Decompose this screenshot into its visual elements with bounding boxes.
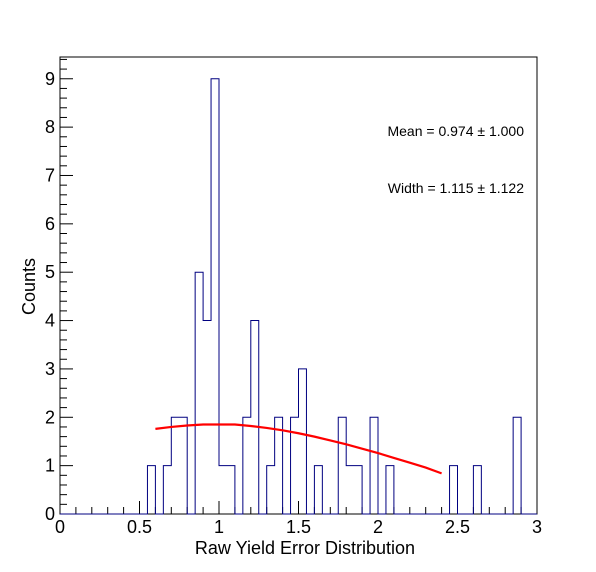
x-tick-label: 1.5 (286, 517, 311, 537)
y-tick-label: 2 (45, 407, 55, 427)
y-tick-label: 1 (45, 456, 55, 476)
y-tick-label: 8 (45, 117, 55, 137)
x-axis-title: Raw Yield Error Distribution (195, 538, 415, 558)
x-tick-label: 1 (214, 517, 224, 537)
y-tick-label: 3 (45, 359, 55, 379)
x-tick-label: 2 (373, 517, 383, 537)
y-axis-title: Counts (19, 258, 39, 315)
x-tick-label: 3 (532, 517, 542, 537)
y-tick-label: 4 (45, 311, 55, 331)
stats-width-label: Width = 1.115 ± 1.122 (388, 180, 524, 196)
y-tick-label: 7 (45, 165, 55, 185)
x-tick-label: 0 (55, 517, 65, 537)
y-tick-label: 6 (45, 214, 55, 234)
fit-curve (155, 423, 442, 475)
histogram-outline (60, 78, 537, 515)
x-tick-label: 0.5 (127, 517, 152, 537)
stats-mean-label: Mean = 0.974 ± 1.000 (387, 123, 524, 139)
y-tick-label: 9 (45, 69, 55, 89)
x-tick-label: 2.5 (445, 517, 470, 537)
y-tick-label: 5 (45, 262, 55, 282)
y-tick-label: 0 (45, 504, 55, 524)
